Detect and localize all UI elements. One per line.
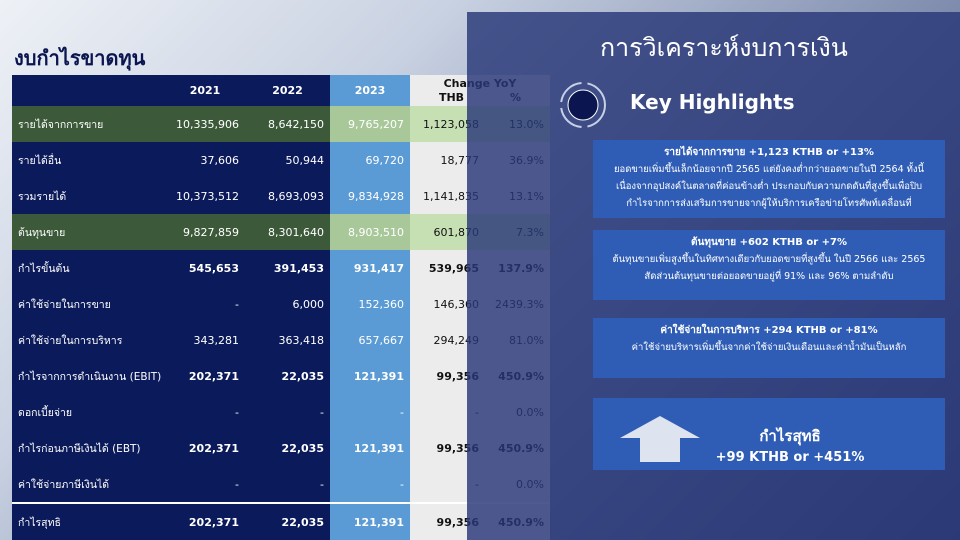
row-label: ค่าใช้จ่ายในการขาย bbox=[12, 286, 165, 322]
cell: 6,000 bbox=[245, 286, 330, 322]
highlight-box: รายได้จากการขาย +1,123 KTHB or +13% ยอดขา… bbox=[593, 140, 945, 218]
cell: 22,035 bbox=[245, 358, 330, 394]
highlight-line: สัดส่วนต้นทุนขายต่อยอดขายอยู่ที่ 91% และ… bbox=[593, 268, 945, 285]
icon bbox=[558, 80, 608, 130]
row-label: กำไรขั้นต้น bbox=[12, 250, 165, 286]
change-subheader: THB bbox=[439, 91, 464, 105]
row-label: ดอกเบี้ยจ่าย bbox=[12, 394, 165, 430]
year-header: 2021 bbox=[165, 75, 245, 106]
row-label: กำไรสุทธิ bbox=[12, 503, 165, 540]
row-label: กำไรก่อนภาษีเงินได้ (EBT) bbox=[12, 430, 165, 466]
cell: 152,360 bbox=[330, 286, 410, 322]
year-header: 2022 bbox=[245, 75, 330, 106]
row-label: รายได้อื่น bbox=[12, 142, 165, 178]
cell: 22,035 bbox=[245, 503, 330, 540]
highlight-line: ยอดขายเพิ่มขึ้นเล็กน้อยจากปี 2565 แต่ยัง… bbox=[593, 161, 945, 178]
highlight-line: ต้นทุนขายเพิ่มสูงขึ้นในทิศทางเดียวกับยอด… bbox=[593, 251, 945, 268]
panel-subtitle: Key Highlights bbox=[630, 90, 795, 114]
row-label: รายได้จากการขาย bbox=[12, 106, 165, 142]
net-profit-title: กำไรสุทธิ bbox=[710, 424, 870, 448]
cell: 8,642,150 bbox=[245, 106, 330, 142]
highlight-box: ค่าใช้จ่ายในการบริหาร +294 KTHB or +81% ค… bbox=[593, 318, 945, 378]
row-label: ค่าใช้จ่ายในการบริหาร bbox=[12, 322, 165, 358]
highlight-title: รายได้จากการขาย +1,123 KTHB or +13% bbox=[664, 147, 874, 158]
cell: - bbox=[165, 466, 245, 503]
row-label: ต้นทุนขาย bbox=[12, 214, 165, 250]
row-label: รวมรายได้ bbox=[12, 178, 165, 214]
highlight-line: เนื่องจากอุปสงค์ในตลาดที่ค่อนข้างต่ำ ประ… bbox=[593, 178, 945, 195]
cell: 202,371 bbox=[165, 358, 245, 394]
cell: 9,765,207 bbox=[330, 106, 410, 142]
cell: 69,720 bbox=[330, 142, 410, 178]
highlight-title: ค่าใช้จ่ายในการบริหาร +294 KTHB or +81% bbox=[660, 325, 877, 336]
cell: 657,667 bbox=[330, 322, 410, 358]
highlight-line: กำไรจากการส่งเสริมการขายจากผู้ให้บริการเ… bbox=[593, 195, 945, 212]
cell: 121,391 bbox=[330, 358, 410, 394]
cell: - bbox=[330, 466, 410, 503]
cell: - bbox=[330, 394, 410, 430]
cell: 931,417 bbox=[330, 250, 410, 286]
cell: - bbox=[245, 394, 330, 430]
cell: 343,281 bbox=[165, 322, 245, 358]
cell: 363,418 bbox=[245, 322, 330, 358]
panel-title: การวิเคราะห์งบการเงิน bbox=[600, 28, 848, 68]
cell: 202,371 bbox=[165, 430, 245, 466]
cell: - bbox=[245, 466, 330, 503]
row-label: ค่าใช้จ่ายภาษีเงินได้ bbox=[12, 466, 165, 503]
cell: 121,391 bbox=[330, 503, 410, 540]
cell: 8,903,510 bbox=[330, 214, 410, 250]
slide: งบกำไรขาดทุน 202120222023Change YoYTHB% … bbox=[0, 0, 960, 540]
highlight-box: ต้นทุนขาย +602 KTHB or +7% ต้นทุนขายเพิ่ม… bbox=[593, 230, 945, 300]
year-header: 2023 bbox=[330, 75, 410, 106]
highlight-line: ค่าใช้จ่ายบริหารเพิ่มขึ้นจากค่าใช้จ่ายเง… bbox=[593, 339, 945, 356]
cell: 22,035 bbox=[245, 430, 330, 466]
highlight-title: ต้นทุนขาย +602 KTHB or +7% bbox=[691, 237, 847, 248]
header-cell bbox=[12, 75, 165, 106]
cell: 391,453 bbox=[245, 250, 330, 286]
cell: - bbox=[165, 394, 245, 430]
cell: 10,335,906 bbox=[165, 106, 245, 142]
cell: 37,606 bbox=[165, 142, 245, 178]
cell: 8,693,093 bbox=[245, 178, 330, 214]
page-title: งบกำไรขาดทุน bbox=[14, 42, 145, 74]
net-profit-value: +99 KTHB or +451% bbox=[700, 450, 880, 465]
cell: - bbox=[165, 286, 245, 322]
cell: 9,834,928 bbox=[330, 178, 410, 214]
cell: 9,827,859 bbox=[165, 214, 245, 250]
cell: 202,371 bbox=[165, 503, 245, 540]
cell: 8,301,640 bbox=[245, 214, 330, 250]
cell: 50,944 bbox=[245, 142, 330, 178]
up-arrow bbox=[616, 414, 704, 464]
cell: 121,391 bbox=[330, 430, 410, 466]
cell: 545,653 bbox=[165, 250, 245, 286]
row-label: กำไรจากการดำเนินงาน (EBIT) bbox=[12, 358, 165, 394]
cell: 10,373,512 bbox=[165, 178, 245, 214]
